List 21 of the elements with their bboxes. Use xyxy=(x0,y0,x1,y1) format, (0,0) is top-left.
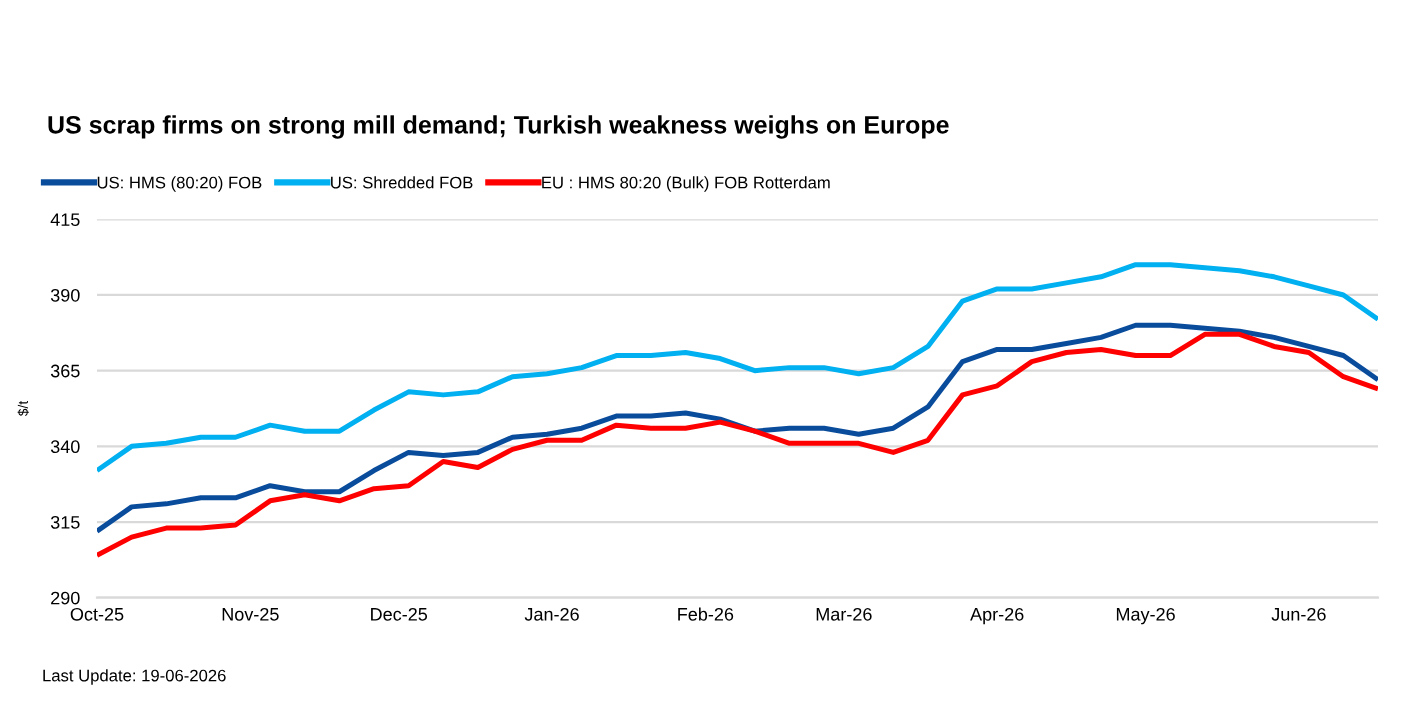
legend-label: EU : HMS 80:20 (Bulk) FOB Rotterdam xyxy=(542,176,830,192)
legend-label: US: HMS (80:20) FOB xyxy=(97,176,262,192)
x-tick-label: Jun-26 xyxy=(1271,607,1326,621)
y-tick-label: 390 xyxy=(50,288,80,302)
text: Last Update: 19-06-2026 xyxy=(43,669,226,685)
y-tick-label: 365 xyxy=(50,364,80,378)
x-tick-label: Feb-26 xyxy=(678,607,734,621)
x-tick-label: May-26 xyxy=(1116,607,1175,625)
x-tick-label: Dec-25 xyxy=(371,607,428,621)
x-tick-label: Oct-25 xyxy=(70,607,124,621)
y-tick-label: 315 xyxy=(50,515,80,529)
x-tick-label: Apr-26 xyxy=(970,607,1024,625)
x-tick-label: Nov-25 xyxy=(222,607,279,621)
y-axis-title: $/t xyxy=(17,400,29,417)
y-tick-label: 415 xyxy=(50,213,80,227)
x-tick-label: Jan-26 xyxy=(524,607,579,621)
y-tick-label: 340 xyxy=(50,440,80,454)
chart-title: US scrap firms on strong mill demand; Turkish weakness weighs on Europe xyxy=(48,115,949,139)
y-tick-label: 290 xyxy=(51,591,80,605)
x-tick-label: Mar-26 xyxy=(816,607,872,621)
legend-label: US: Shredded FOB xyxy=(331,176,473,189)
